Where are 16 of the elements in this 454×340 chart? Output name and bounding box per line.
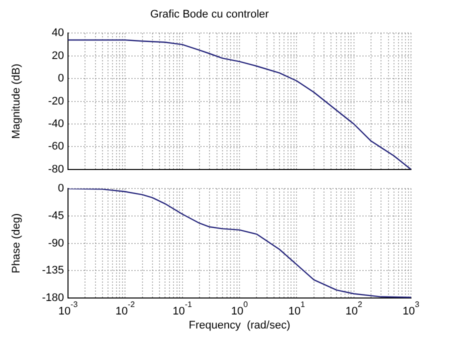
y-tick-label: -20 [48, 95, 64, 108]
chart-title: Grafic Bode cu controler [150, 8, 270, 21]
y-tick-label: -135 [42, 264, 64, 277]
y-tick-label: -40 [48, 118, 64, 130]
y-tick-label: 0 [58, 182, 64, 195]
y-tick-label: -80 [48, 163, 64, 176]
y-tick-label: 20 [52, 50, 64, 62]
y-tick-label: -60 [48, 140, 64, 153]
x-axis-title: Frequency (rad/sec) [188, 319, 290, 332]
y-tick-label: 40 [52, 27, 64, 40]
y-tick-label: -45 [48, 210, 64, 222]
y-tick-label: -180 [42, 292, 64, 304]
y-axis-title: Phase (deg) [10, 213, 23, 274]
y-tick-label: -90 [48, 237, 64, 250]
y-tick-label: 0 [58, 72, 64, 85]
y-axis-title: Magnitude (dB) [10, 64, 23, 139]
